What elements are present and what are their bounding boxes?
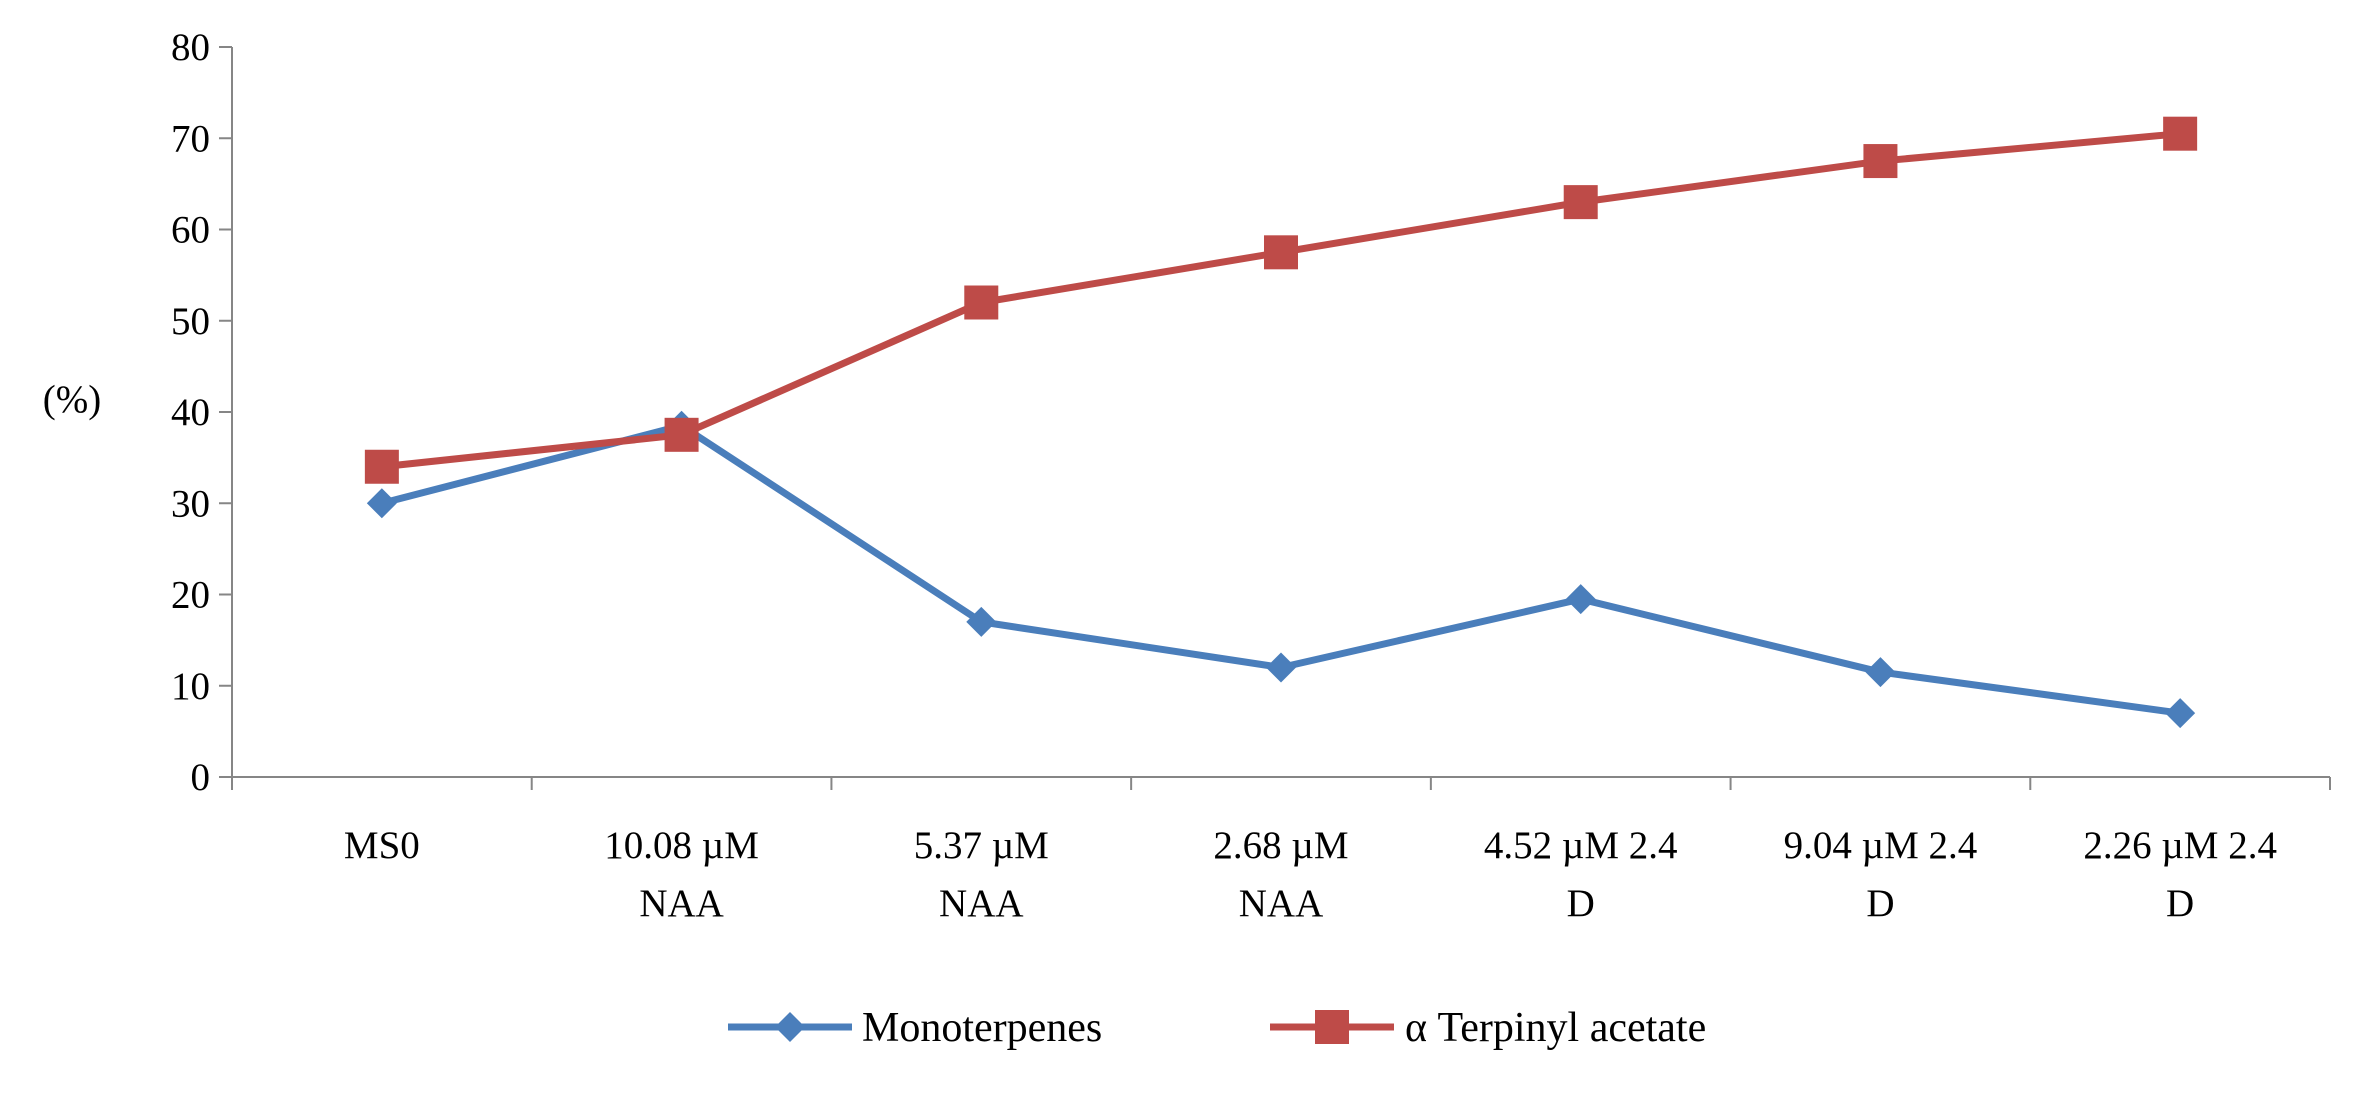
series-lines bbox=[364, 116, 2198, 729]
y-tick-label: 20 bbox=[171, 574, 210, 617]
x-axis-ticks: MS0 10.08 µM NAA 5.37 µM NAA 2.68 µM NAA 4.52 µ… bbox=[231, 777, 2331, 925]
legend-label: Monoterpenes bbox=[862, 1005, 1102, 1051]
x-tick-label: 5.37 µM NAA bbox=[914, 824, 1049, 925]
data-point-terpinyl-acetate bbox=[964, 285, 999, 320]
x-tick-label-line: D bbox=[2166, 882, 2194, 925]
data-point-monoterpenes bbox=[1565, 584, 1596, 615]
series-monoterpenes bbox=[366, 410, 2196, 729]
data-point-monoterpenes bbox=[1865, 657, 1896, 688]
x-tick-label-line: 2.68 µM bbox=[1213, 824, 1348, 867]
y-tick-label: 10 bbox=[171, 665, 210, 708]
data-point-terpinyl-acetate bbox=[664, 417, 699, 452]
x-tick-label-line: NAA bbox=[939, 882, 1024, 925]
data-point-monoterpenes bbox=[366, 488, 397, 519]
x-tick-label-line: D bbox=[1567, 882, 1595, 925]
series-line-terpinyl-acetate bbox=[381, 130, 2181, 471]
data-point-terpinyl-acetate bbox=[2163, 116, 2198, 151]
y-tick-label: 30 bbox=[171, 482, 210, 525]
y-tick-label: 40 bbox=[171, 391, 210, 434]
y-tick-label: 60 bbox=[171, 209, 210, 252]
x-tick-label-line: 2.26 µM 2.4 bbox=[2083, 824, 2277, 867]
x-tick-label-line: D bbox=[1866, 882, 1894, 925]
series-terpinyl-acetate bbox=[364, 116, 2198, 484]
data-point-monoterpenes bbox=[1266, 652, 1296, 683]
x-tick-label: MS0 bbox=[344, 824, 420, 867]
y-axis-ticks: 0 10 20 30 40 50 60 70 80 bbox=[171, 26, 232, 799]
x-tick-label: 9.04 µM 2.4 D bbox=[1784, 824, 1978, 925]
data-point-terpinyl-acetate bbox=[1264, 235, 1298, 270]
y-tick-label: 50 bbox=[171, 300, 210, 343]
legend-item-terpinyl-acetate: α Terpinyl acetate bbox=[1270, 1005, 1706, 1051]
x-tick-label: 10.08 µM NAA bbox=[604, 824, 759, 925]
legend: Monoterpenes α Terpinyl acetate bbox=[728, 1005, 1706, 1051]
x-tick-label: 2.26 µM 2.4 D bbox=[2083, 824, 2277, 925]
x-tick-label-line: MS0 bbox=[344, 824, 420, 867]
x-tick-label-line: 4.52 µM 2.4 bbox=[1484, 824, 1678, 867]
x-tick-label: 4.52 µM 2.4 D bbox=[1484, 824, 1678, 925]
legend-marker bbox=[775, 1012, 805, 1042]
x-tick-label: 2.68 µM NAA bbox=[1213, 824, 1348, 925]
x-tick-label-line: 5.37 µM bbox=[914, 824, 1049, 867]
data-point-monoterpenes bbox=[2165, 698, 2196, 729]
data-point-terpinyl-acetate bbox=[1863, 144, 1898, 179]
x-tick-label-line: NAA bbox=[1239, 882, 1324, 925]
y-tick-label: 80 bbox=[171, 26, 210, 69]
data-point-terpinyl-acetate bbox=[1563, 185, 1598, 220]
data-point-terpinyl-acetate bbox=[364, 449, 399, 484]
x-tick-label-line: 9.04 µM 2.4 bbox=[1784, 824, 1978, 867]
y-tick-label: 0 bbox=[191, 756, 211, 799]
y-tick-label: 70 bbox=[171, 117, 210, 160]
legend-label: α Terpinyl acetate bbox=[1405, 1005, 1706, 1051]
x-tick-label-line: 10.08 µM bbox=[604, 824, 759, 867]
y-axis-title: (%) bbox=[43, 378, 101, 421]
legend-item-monoterpenes: Monoterpenes bbox=[728, 1005, 1102, 1051]
x-tick-label-line: NAA bbox=[639, 882, 724, 925]
legend-marker bbox=[1315, 1010, 1349, 1044]
data-point-monoterpenes bbox=[966, 606, 997, 637]
